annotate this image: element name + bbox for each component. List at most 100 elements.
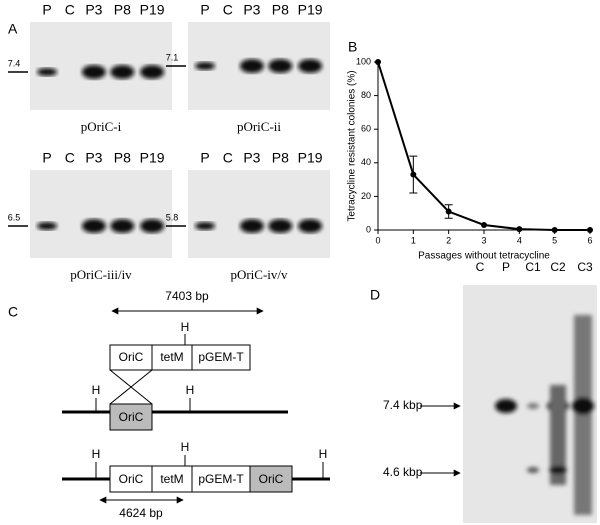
lane-label: P3: [85, 2, 102, 18]
band: [268, 219, 293, 233]
gel-image: [30, 170, 172, 258]
gel-caption: pOriC-iii/iv: [70, 267, 132, 282]
panel-label: A: [8, 21, 18, 37]
band: [195, 62, 216, 70]
diagram: [62, 307, 330, 504]
lane-label: C3: [577, 260, 593, 274]
x-axis-label: Passages without tetracycline: [418, 251, 550, 262]
point: [516, 226, 523, 233]
lane-label: P8: [272, 2, 289, 18]
point: [481, 221, 487, 228]
band: [81, 219, 106, 233]
band: [239, 219, 264, 233]
line: [377, 61, 590, 231]
southern-blot: C P C1 C2 C3 7.4 kbp 4.6 kbp: [383, 260, 597, 523]
lane-label: P8: [272, 150, 289, 166]
band: [110, 219, 135, 233]
x-tick-label: 0: [375, 235, 380, 245]
point: [587, 227, 593, 233]
box: [191, 344, 251, 371]
panel-label: C: [8, 304, 18, 320]
box: [109, 344, 153, 371]
band: [239, 59, 264, 73]
crossover: [109, 369, 153, 405]
lane-label: P: [42, 150, 51, 166]
site-label: H: [181, 440, 190, 454]
lane-label: C: [65, 2, 75, 18]
marker-label: 6.5: [8, 212, 21, 222]
lane-label: P19: [140, 150, 165, 166]
lane-label: P3: [243, 2, 260, 18]
marker-label: 4.6 kbp: [383, 465, 423, 479]
box-label: pGEM-T: [198, 350, 244, 364]
band: [81, 65, 106, 79]
lane-label: P3: [85, 150, 102, 166]
lane-label: C: [223, 2, 233, 18]
lane-label: P: [502, 260, 510, 274]
band: [37, 222, 58, 230]
gel-caption: pOriC-ii: [237, 119, 281, 134]
band: [37, 68, 58, 76]
length-label: 4624 bp: [119, 506, 163, 520]
diagram-labels: 7403 bp H OriC tetM pGEM-T OriC H H OriC…: [92, 289, 328, 520]
box-label: OriC: [259, 472, 284, 486]
box: [151, 344, 193, 371]
panel-label: B: [348, 39, 357, 55]
lane-label: C: [65, 150, 75, 166]
lane-label: C2: [550, 260, 566, 274]
site-label: H: [181, 320, 190, 334]
y-axis-label: Tetracycline resistant colonies (%): [347, 70, 358, 221]
box: [249, 465, 293, 493]
x-tick-label: 5: [552, 235, 557, 245]
smear: [550, 385, 566, 485]
lane-label: P19: [298, 2, 323, 18]
lane-label: C: [223, 150, 233, 166]
lane-label: P: [200, 2, 209, 18]
x-tick-label: 6: [587, 235, 592, 245]
lane-label: P19: [298, 150, 323, 166]
gel-caption: pOriC-i: [81, 119, 122, 134]
point: [445, 208, 452, 215]
gel-caption: pOriC-iv/v: [230, 267, 288, 282]
y-tick-label: 80: [361, 90, 371, 100]
site-label: H: [186, 383, 195, 397]
band: [195, 222, 216, 230]
band: [140, 65, 165, 79]
lane-label: P: [42, 2, 51, 18]
length-label: 7403 bp: [165, 289, 209, 303]
band: [140, 219, 165, 233]
site-label: H: [92, 447, 101, 461]
marker-label: 7.1: [166, 52, 179, 62]
box: [151, 465, 193, 493]
y-tick-label: 60: [361, 124, 371, 134]
y-tick-label: 20: [361, 191, 371, 201]
band: [527, 403, 539, 409]
point: [375, 59, 381, 65]
band: [549, 466, 567, 474]
y-tick-label: 0: [366, 224, 371, 234]
x-tick-label: 2: [446, 235, 451, 245]
y-tick-label: 40: [361, 157, 371, 167]
box: [109, 403, 153, 431]
box-label: tetM: [160, 350, 183, 364]
lane-label: P: [200, 150, 209, 166]
x-tick-label: 4: [517, 235, 522, 245]
box-label: OriC: [119, 410, 144, 424]
box-label: OriC: [119, 472, 144, 486]
site-label: H: [92, 383, 101, 397]
point: [551, 227, 558, 233]
band: [268, 59, 293, 73]
x-tick-label: 1: [411, 235, 416, 245]
band: [495, 399, 517, 413]
y-tick-label: 100: [356, 56, 371, 66]
lane-label: P8: [114, 150, 131, 166]
panel-label: D: [370, 287, 380, 303]
band: [572, 397, 594, 415]
marker-label: 5.8: [166, 212, 179, 222]
marker-label: 7.4: [8, 58, 21, 68]
marker-label: 7.4 kbp: [383, 398, 423, 412]
box-label: pGEM-T: [198, 472, 244, 486]
lane-label: P8: [114, 2, 131, 18]
band: [527, 467, 539, 473]
